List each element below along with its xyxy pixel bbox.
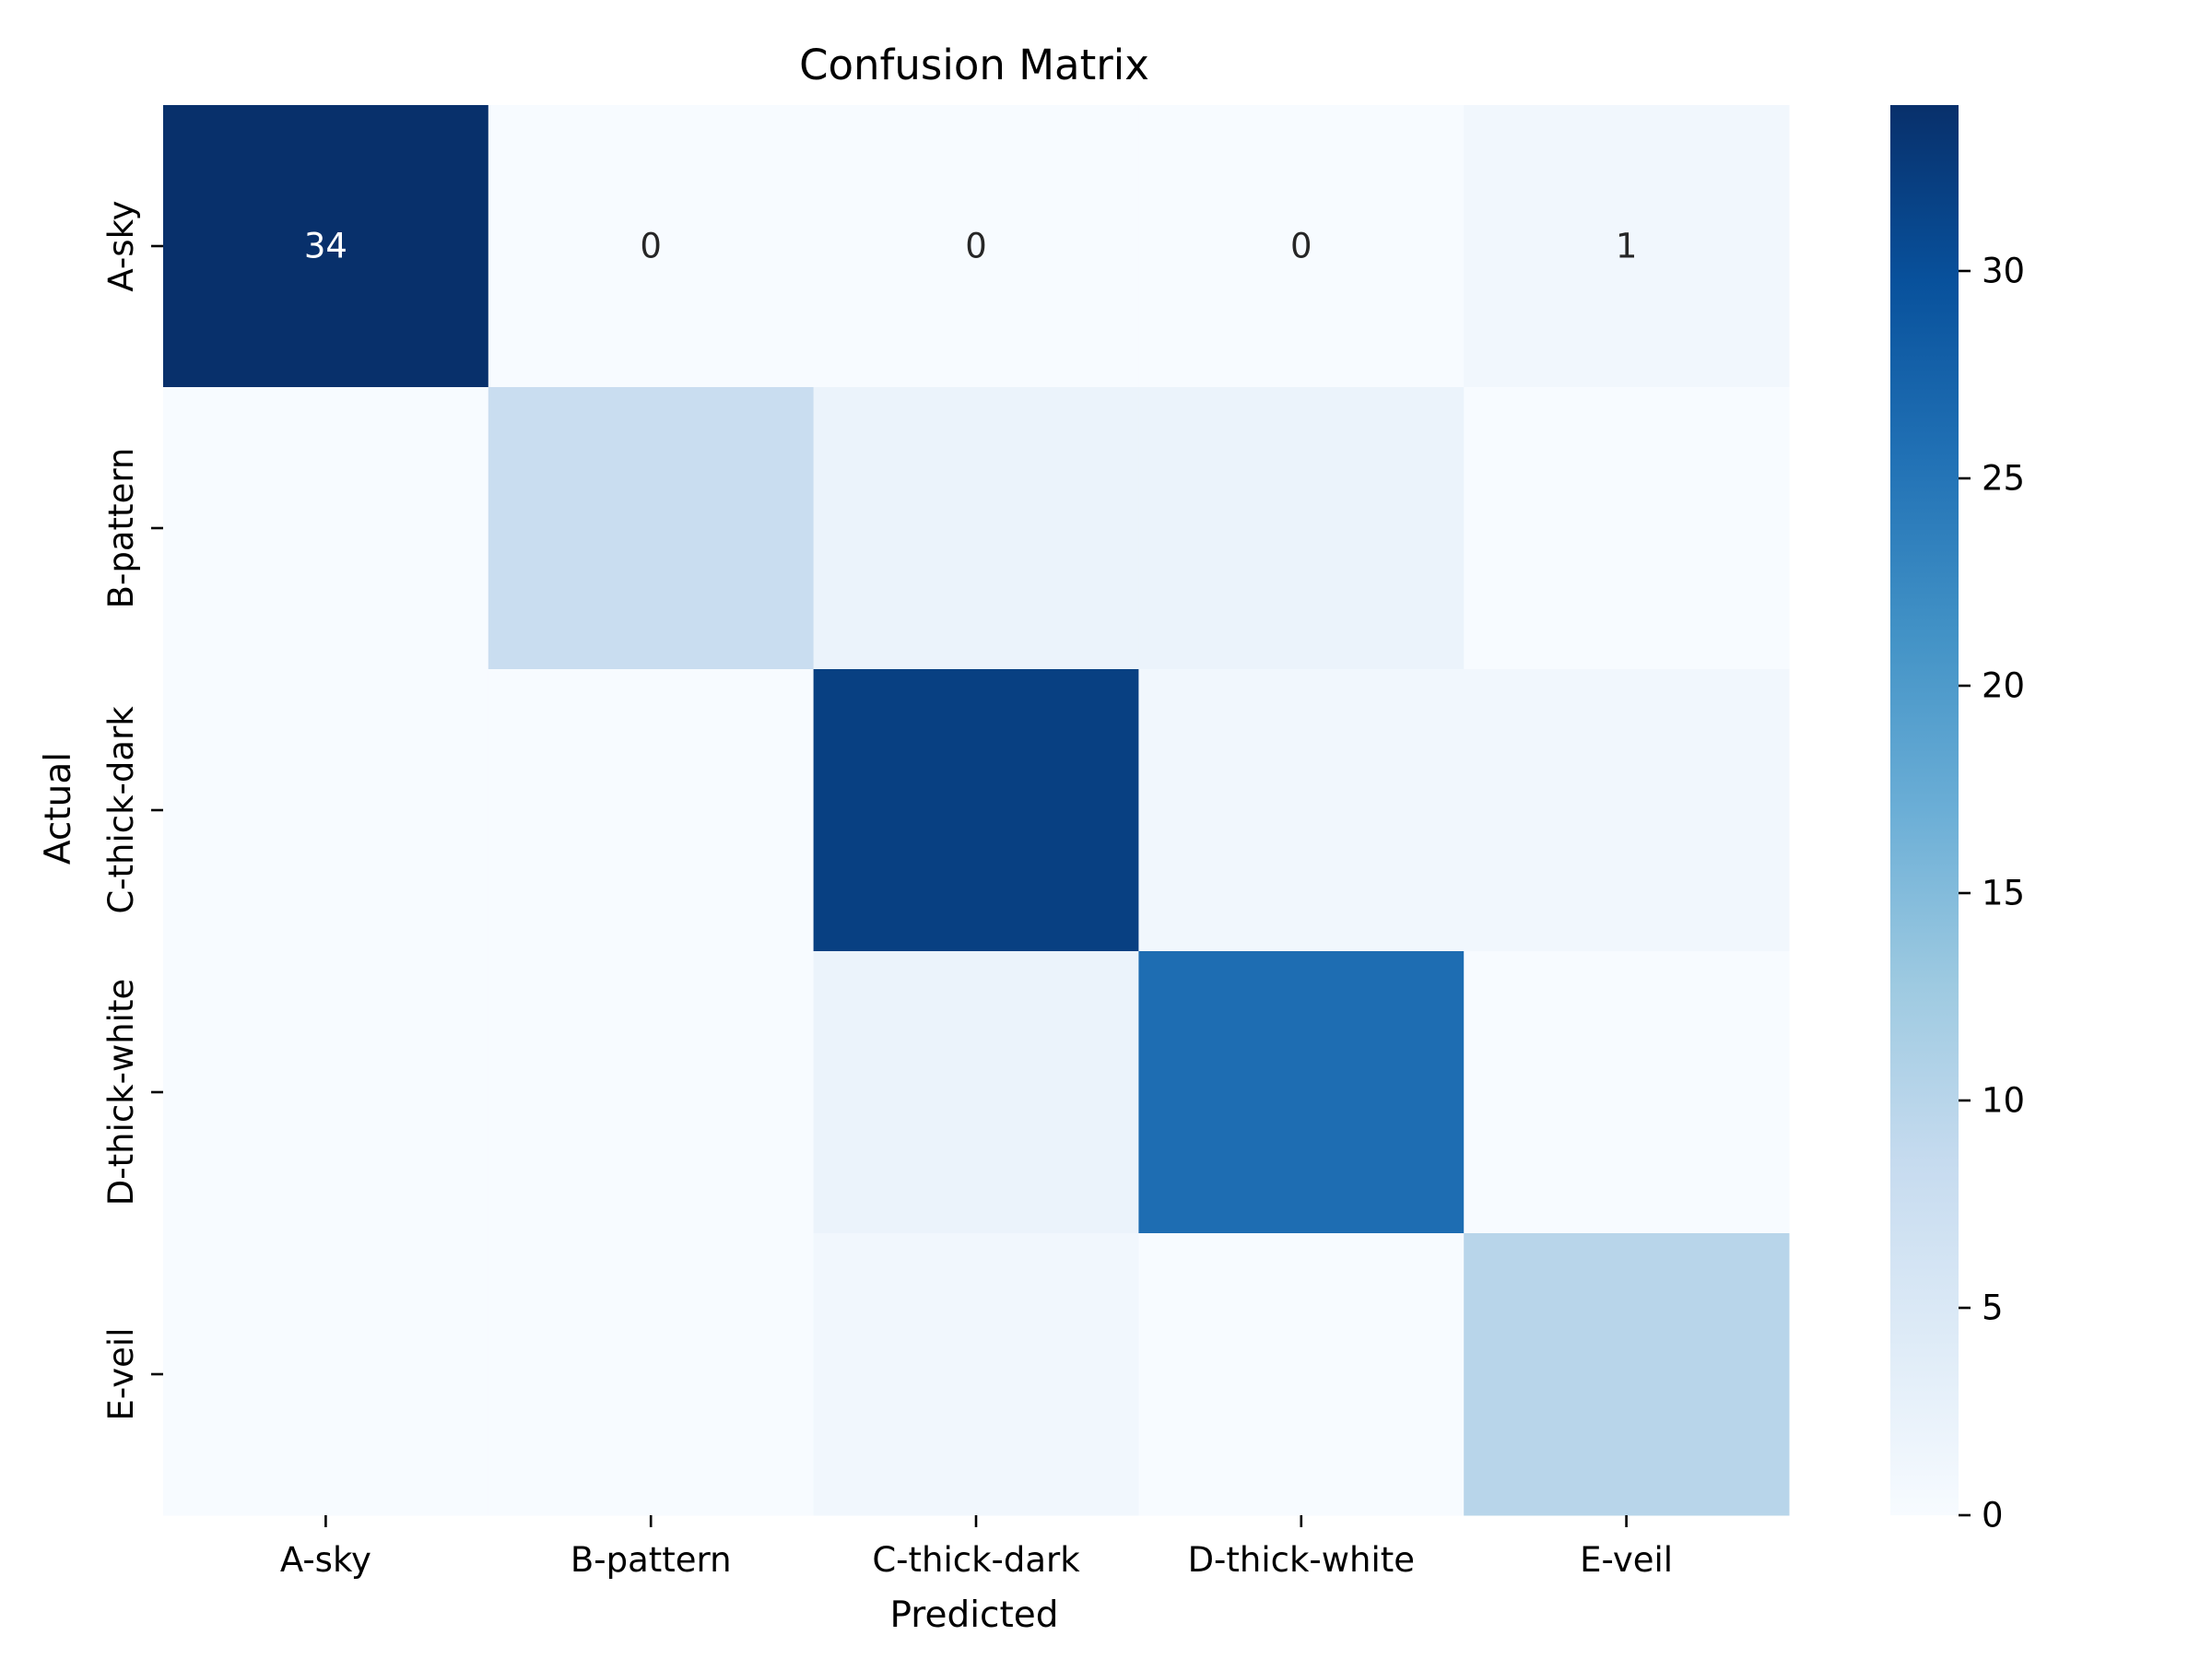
cell-value-label: 1 <box>1616 227 1638 266</box>
x-tick-label: E-veil <box>1580 1540 1673 1580</box>
x-tick-label: A-sky <box>280 1540 371 1580</box>
heatmap-cell <box>1464 105 1790 388</box>
colorbar <box>1890 105 1959 1515</box>
colorbar-tick-label: 20 <box>1982 666 2025 706</box>
heatmap-cell <box>1138 1233 1465 1516</box>
heatmap-cell <box>1464 669 1790 952</box>
x-tick-label: D-thick-white <box>1188 1540 1415 1580</box>
heatmap-cell <box>488 669 815 952</box>
heatmap-cell <box>1138 387 1465 670</box>
x-axis-ticks: A-sky B-pattern C-thick-dark D-thick-white E… <box>280 1515 1673 1580</box>
y-tick-label: D-thick-white <box>101 979 141 1206</box>
y-tick-label: A-sky <box>101 200 141 291</box>
colorbar-tick-label: 5 <box>1982 1288 2004 1328</box>
colorbar-tick-label: 10 <box>1982 1081 2025 1121</box>
colorbar-ticks: 0 5 10 15 20 25 30 <box>1959 252 2025 1535</box>
heatmap-cell <box>813 105 1139 388</box>
colorbar-tick-label: 30 <box>1982 252 2025 291</box>
x-tick-label: C-thick-dark <box>872 1540 1080 1580</box>
cell-value-label: 0 <box>965 227 987 266</box>
colorbar-tick-label: 15 <box>1982 874 2025 913</box>
heatmap-cell <box>1138 105 1465 388</box>
heatmap-cell <box>488 1233 815 1516</box>
y-tick-label: E-veil <box>101 1328 141 1421</box>
cell-value-label: 0 <box>640 227 662 266</box>
chart-title: Confusion Matrix <box>799 41 1149 89</box>
heatmap-cell <box>813 669 1139 952</box>
heatmap-cell <box>1138 951 1465 1234</box>
x-axis-label: Predicted <box>889 1594 1058 1636</box>
y-axis-ticks: A-sky B-pattern C-thick-dark D-thick-white E… <box>101 200 163 1420</box>
colorbar-tick-label: 25 <box>1982 459 2025 499</box>
cell-value-label: 0 <box>1290 227 1312 266</box>
heatmap-cell <box>163 105 489 388</box>
colorbar-tick-label: 0 <box>1982 1496 2004 1535</box>
cell-value-label: 34 <box>304 227 347 266</box>
heatmap-cell <box>1464 951 1790 1234</box>
heatmap-cell <box>813 387 1139 670</box>
heatmap-cell <box>1464 1233 1790 1516</box>
heatmap-cell <box>488 105 815 388</box>
heatmap-cell <box>813 951 1139 1234</box>
heatmap-cell <box>488 951 815 1234</box>
y-tick-label: C-thick-dark <box>101 706 141 914</box>
heatmap-cell <box>813 1233 1139 1516</box>
heatmap-cells: 34 0 0 0 1 <box>163 105 1790 1516</box>
heatmap-cell <box>1464 387 1790 670</box>
heatmap-cell <box>488 387 815 670</box>
heatmap-cell <box>163 951 489 1234</box>
y-tick-label: B-pattern <box>101 448 141 609</box>
heatmap-cell <box>163 1233 489 1516</box>
heatmap-cell <box>163 387 489 670</box>
heatmap-cell <box>1138 669 1465 952</box>
x-tick-label: B-pattern <box>571 1540 732 1580</box>
y-axis-label: Actual <box>38 752 79 865</box>
heatmap-cell <box>163 669 489 952</box>
